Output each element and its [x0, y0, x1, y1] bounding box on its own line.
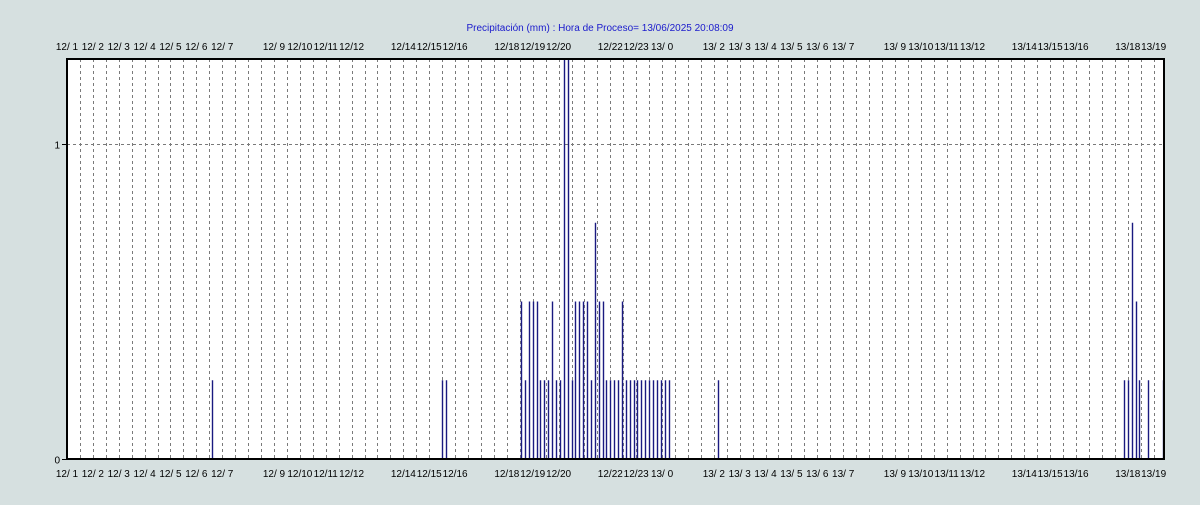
x-tick-label-bottom: 12/18 [494, 469, 519, 480]
x-tick-label-bottom: 13/15 [1038, 469, 1063, 480]
x-tick-label-top: 12/15 [417, 42, 442, 53]
bar-layer [211, 59, 1165, 459]
x-tick-label-top: 12/ 1 [56, 42, 79, 53]
x-tick-label-top: 12/11 [314, 42, 339, 53]
x-tick-label-bottom: 13/14 [1012, 469, 1037, 480]
y-tick-label: 1 [54, 141, 60, 152]
x-tick-label-top: 13/19 [1141, 42, 1166, 53]
x-tick-label-bottom: 12/ 2 [82, 469, 105, 480]
x-tick-label-top: 12/ 4 [133, 42, 156, 53]
x-tick-label-top: 13/12 [960, 42, 985, 53]
x-tick-label-bottom: 12/14 [391, 469, 416, 480]
x-tick-label-top: 13/14 [1012, 42, 1037, 53]
x-tick-label-bottom: 13/18 [1115, 469, 1140, 480]
x-tick-label-bottom: 13/ 3 [729, 469, 752, 480]
x-tick-label-top: 12/ 7 [211, 42, 234, 53]
x-tick-label-bottom: 13/ 7 [832, 469, 855, 480]
x-tick-label-bottom: 12/23 [624, 469, 649, 480]
x-tick-label-bottom: 13/19 [1141, 469, 1166, 480]
x-tick-label-bottom: 13/ 5 [780, 469, 803, 480]
x-tick-label-top: 13/ 7 [832, 42, 855, 53]
x-tick-label-bottom: 12/10 [287, 469, 312, 480]
x-tick-label-bottom: 12/16 [443, 469, 468, 480]
x-tick-label-bottom: 12/20 [546, 469, 571, 480]
x-tick-label-top: 13/18 [1115, 42, 1140, 53]
x-tick-label-bottom: 13/16 [1064, 469, 1089, 480]
x-tick-label-bottom: 12/22 [598, 469, 623, 480]
x-tick-label-top: 13/ 5 [780, 42, 803, 53]
x-tick-label-top: 12/ 9 [263, 42, 286, 53]
x-tick-label-bottom: 12/12 [339, 469, 364, 480]
x-tick-label-top: 13/ 6 [806, 42, 829, 53]
x-tick-label-top: 13/ 9 [884, 42, 907, 53]
x-tick-label-top: 13/ 4 [754, 42, 777, 53]
x-tick-label-bottom: 12/ 7 [211, 469, 234, 480]
x-tick-label-top: 13/16 [1064, 42, 1089, 53]
x-tick-label-bottom: 13/ 0 [651, 469, 674, 480]
x-tick-label-bottom: 13/ 4 [754, 469, 777, 480]
x-tick-label-bottom: 12/15 [417, 469, 442, 480]
x-tick-label-top: 13/11 [935, 42, 960, 53]
x-tick-label-top: 12/ 5 [159, 42, 182, 53]
x-tick-label-top: 12/23 [624, 42, 649, 53]
y-tick-label: 0 [54, 456, 60, 467]
x-tick-label-top: 13/10 [908, 42, 933, 53]
x-tick-label-top: 12/ 3 [108, 42, 131, 53]
x-tick-label-bottom: 13/12 [960, 469, 985, 480]
x-tick-label-top: 13/15 [1038, 42, 1063, 53]
x-tick-label-bottom: 13/ 9 [884, 469, 907, 480]
x-tick-label-bottom: 13/11 [935, 469, 960, 480]
chart-title: Precipitación (mm) : Hora de Proceso= 13… [466, 23, 734, 34]
plot-area [67, 59, 1164, 459]
x-tick-label-bottom: 12/ 6 [185, 469, 208, 480]
x-tick-label-top: 12/22 [598, 42, 623, 53]
x-tick-label-top: 12/19 [520, 42, 545, 53]
x-tick-label-bottom: 13/ 6 [806, 469, 829, 480]
x-tick-label-top: 13/ 3 [729, 42, 752, 53]
x-tick-label-top: 12/18 [494, 42, 519, 53]
x-tick-label-top: 13/ 2 [703, 42, 726, 53]
plot-frame [66, 58, 1165, 460]
x-tick-label-top: 12/12 [339, 42, 364, 53]
x-tick-label-bottom: 12/ 3 [108, 469, 131, 480]
x-tick-label-top: 13/ 0 [651, 42, 674, 53]
x-tick-label-top: 12/14 [391, 42, 416, 53]
x-tick-label-bottom: 12/ 4 [133, 469, 156, 480]
x-tick-label-bottom: 12/ 5 [159, 469, 182, 480]
x-tick-label-top: 12/10 [287, 42, 312, 53]
x-tick-label-top: 12/ 6 [185, 42, 208, 53]
grid-layer [67, 59, 1164, 459]
x-tick-label-bottom: 13/10 [908, 469, 933, 480]
x-tick-label-bottom: 12/19 [520, 469, 545, 480]
x-tick-label-top: 12/ 2 [82, 42, 105, 53]
x-tick-label-bottom: 12/ 9 [263, 469, 286, 480]
x-tick-label-bottom: 13/ 2 [703, 469, 726, 480]
x-tick-label-bottom: 12/ 1 [56, 469, 79, 480]
x-tick-label-top: 12/16 [443, 42, 468, 53]
x-tick-label-bottom: 12/11 [314, 469, 339, 480]
x-tick-label-top: 12/20 [546, 42, 571, 53]
